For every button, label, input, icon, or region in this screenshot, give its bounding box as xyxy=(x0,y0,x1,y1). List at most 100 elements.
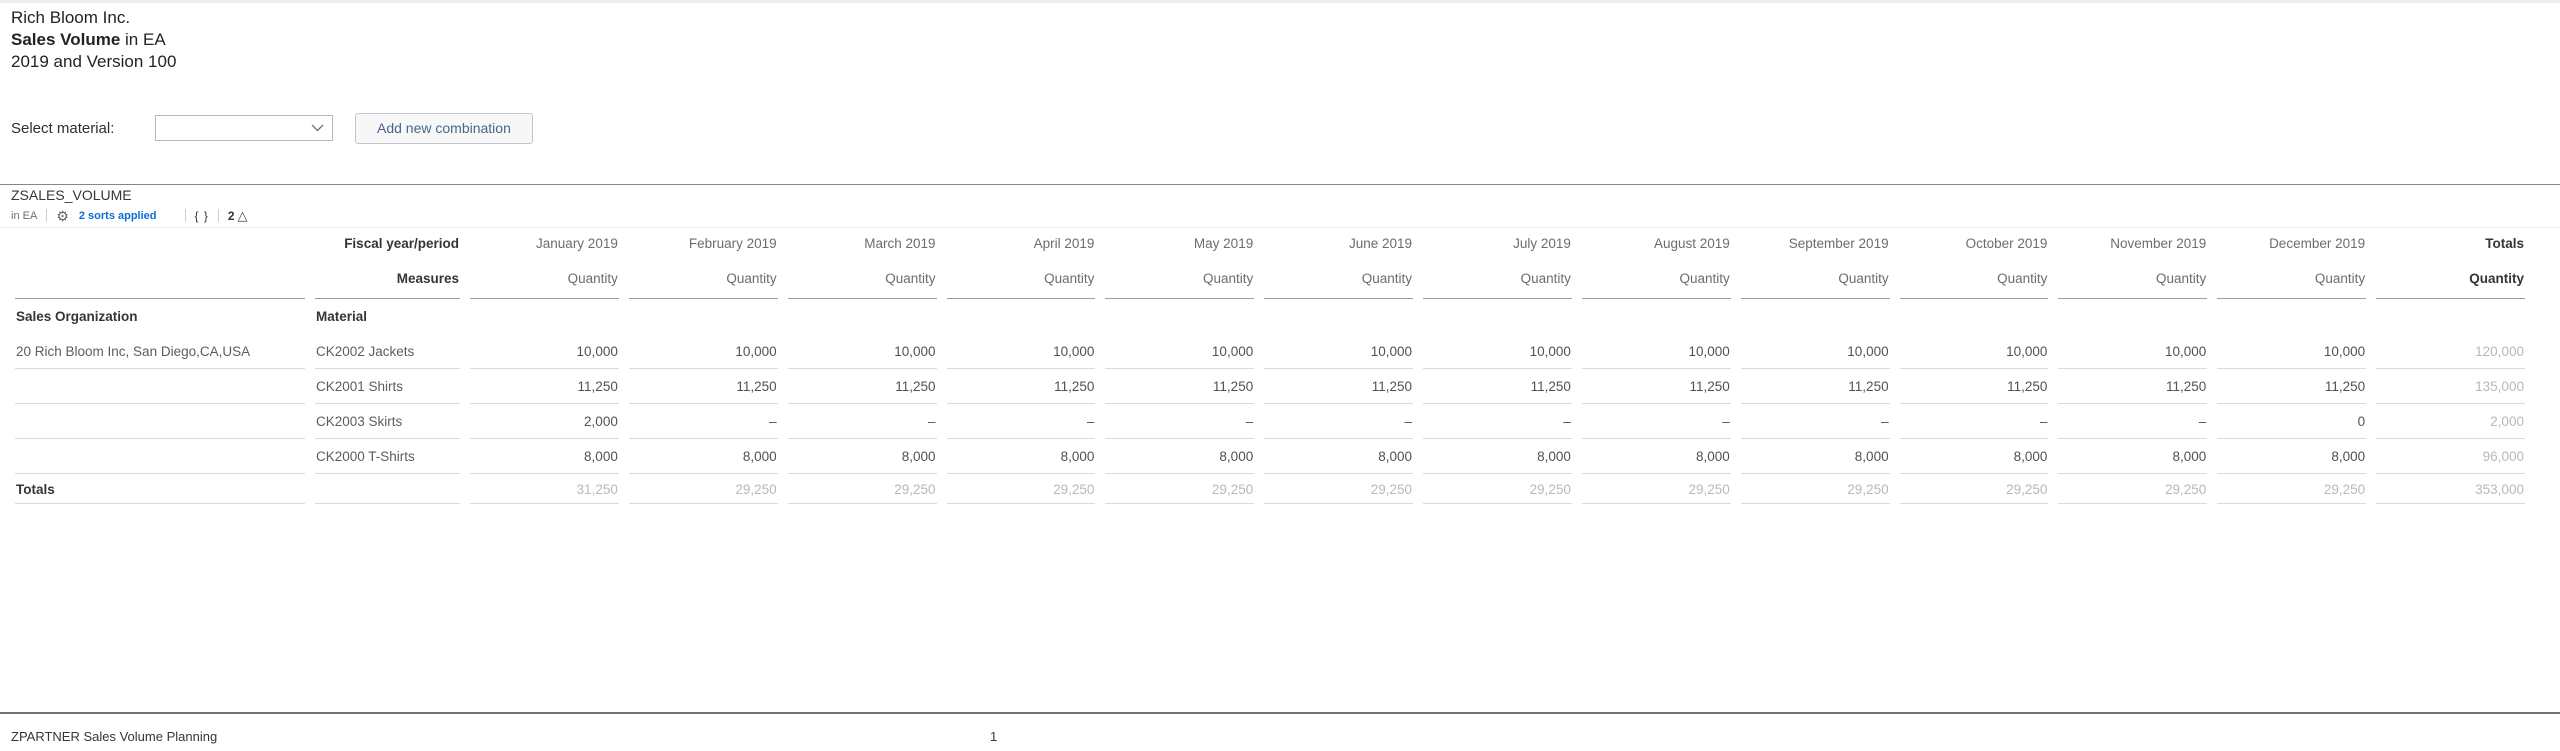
data-cell[interactable]: 10,000 xyxy=(1736,334,1895,369)
data-cell[interactable]: 0 xyxy=(2212,404,2371,439)
column-header-month[interactable]: June 2019 xyxy=(1349,235,1413,251)
totals-cell[interactable]: 29,250 xyxy=(2053,474,2212,504)
data-cell[interactable]: – xyxy=(1577,404,1736,439)
data-cell[interactable]: – xyxy=(1100,404,1259,439)
material-member-cell[interactable]: CK2000 T-Shirts xyxy=(310,439,465,474)
measure-quantity-header[interactable]: Quantity xyxy=(783,258,942,299)
data-cell[interactable]: 8,000 xyxy=(1418,439,1577,474)
column-header-month[interactable]: February 2019 xyxy=(688,235,777,251)
row-total-cell[interactable]: 96,000 xyxy=(2371,439,2530,474)
data-cell[interactable]: 10,000 xyxy=(1100,334,1259,369)
sorts-applied-link[interactable]: 2 sorts applied xyxy=(78,209,157,222)
material-member-cell[interactable]: CK2003 Skirts xyxy=(310,404,465,439)
totals-cell[interactable]: 29,250 xyxy=(783,474,942,504)
data-cell[interactable]: 11,250 xyxy=(624,369,783,404)
braces-formula-icon[interactable]: { } xyxy=(194,208,209,223)
column-header-month[interactable]: March 2019 xyxy=(864,235,936,251)
row-total-cell[interactable]: 120,000 xyxy=(2371,334,2530,369)
measure-quantity-header[interactable]: Quantity xyxy=(942,258,1101,299)
material-member-cell[interactable]: CK2002 Jackets xyxy=(310,334,465,369)
data-cell[interactable]: 8,000 xyxy=(1577,439,1736,474)
data-cell[interactable]: – xyxy=(1895,404,2054,439)
measure-quantity-header[interactable]: Quantity xyxy=(2212,258,2371,299)
data-cell[interactable]: 11,250 xyxy=(1259,369,1418,404)
data-cell[interactable]: 10,000 xyxy=(465,334,624,369)
totals-row-label[interactable]: Totals xyxy=(10,474,310,504)
totals-cell[interactable]: 31,250 xyxy=(465,474,624,504)
data-cell[interactable]: – xyxy=(2053,404,2212,439)
measure-quantity-header[interactable]: Quantity xyxy=(1100,258,1259,299)
material-dim-header[interactable]: Material xyxy=(316,309,368,324)
totals-cell[interactable]: 29,250 xyxy=(1736,474,1895,504)
data-cell[interactable]: 10,000 xyxy=(1577,334,1736,369)
row-total-cell[interactable]: 135,000 xyxy=(2371,369,2530,404)
data-cell[interactable]: 10,000 xyxy=(2212,334,2371,369)
data-cell[interactable]: 10,000 xyxy=(1418,334,1577,369)
measure-quantity-header[interactable]: Quantity xyxy=(1895,258,2054,299)
totals-cell[interactable]: 29,250 xyxy=(1418,474,1577,504)
measure-quantity-totals-header[interactable]: Quantity xyxy=(2371,258,2530,299)
data-cell[interactable]: 11,250 xyxy=(465,369,624,404)
data-cell[interactable]: 8,000 xyxy=(783,439,942,474)
data-cell[interactable]: 10,000 xyxy=(1895,334,2054,369)
sales-org-member-cell[interactable] xyxy=(10,404,310,439)
data-cell[interactable]: – xyxy=(783,404,942,439)
data-cell[interactable]: – xyxy=(1259,404,1418,439)
material-member-cell[interactable]: CK2001 Shirts xyxy=(310,369,465,404)
data-cell[interactable]: 10,000 xyxy=(942,334,1101,369)
data-cell[interactable]: 8,000 xyxy=(465,439,624,474)
data-cell[interactable]: 11,250 xyxy=(2212,369,2371,404)
column-header-month[interactable]: July 2019 xyxy=(1513,235,1571,251)
measure-quantity-header[interactable]: Quantity xyxy=(1736,258,1895,299)
data-cell[interactable]: 8,000 xyxy=(2053,439,2212,474)
data-cell[interactable]: 10,000 xyxy=(624,334,783,369)
data-cell[interactable]: 8,000 xyxy=(624,439,783,474)
data-cell[interactable]: 10,000 xyxy=(783,334,942,369)
column-header-month[interactable]: November 2019 xyxy=(2110,235,2207,251)
totals-cell[interactable]: 29,250 xyxy=(1895,474,2054,504)
sales-org-member-cell[interactable] xyxy=(10,439,310,474)
column-header-totals[interactable]: Totals xyxy=(2485,235,2524,251)
totals-cell[interactable]: 29,250 xyxy=(624,474,783,504)
add-new-combination-button[interactable]: Add new combination xyxy=(355,112,533,144)
totals-cell[interactable]: 29,250 xyxy=(1577,474,1736,504)
column-header-month[interactable]: April 2019 xyxy=(1033,235,1095,251)
data-cell[interactable]: 11,250 xyxy=(1895,369,2054,404)
sales-org-member-cell[interactable]: 20 Rich Bloom Inc, San Diego,CA,USA xyxy=(10,334,310,369)
totals-cell[interactable]: 29,250 xyxy=(942,474,1101,504)
measure-quantity-header[interactable]: Quantity xyxy=(1259,258,1418,299)
data-cell[interactable]: 8,000 xyxy=(1100,439,1259,474)
data-cell[interactable]: 11,250 xyxy=(2053,369,2212,404)
totals-cell[interactable]: 29,250 xyxy=(1259,474,1418,504)
measure-quantity-header[interactable]: Quantity xyxy=(1418,258,1577,299)
data-cell[interactable]: 8,000 xyxy=(2212,439,2371,474)
data-cell[interactable]: 8,000 xyxy=(1259,439,1418,474)
column-header-month[interactable]: September 2019 xyxy=(1788,235,1889,251)
data-cell[interactable]: 2,000 xyxy=(465,404,624,439)
data-cell[interactable]: – xyxy=(1736,404,1895,439)
totals-cell[interactable]: 29,250 xyxy=(1100,474,1259,504)
warnings-indicator[interactable]: 2 △︎ xyxy=(228,208,248,224)
column-header-month[interactable]: January 2019 xyxy=(536,235,618,251)
fiscal-year-period-header[interactable]: Fiscal year/period xyxy=(344,235,459,251)
data-cell[interactable]: 8,000 xyxy=(942,439,1101,474)
sales-org-member-cell[interactable] xyxy=(10,369,310,404)
data-cell[interactable]: 11,250 xyxy=(1418,369,1577,404)
data-cell[interactable]: – xyxy=(1418,404,1577,439)
data-cell[interactable]: 10,000 xyxy=(1259,334,1418,369)
data-cell[interactable]: 8,000 xyxy=(1736,439,1895,474)
measures-header[interactable]: Measures xyxy=(310,258,465,299)
data-cell[interactable]: – xyxy=(624,404,783,439)
measure-quantity-header[interactable]: Quantity xyxy=(624,258,783,299)
data-cell[interactable]: 11,250 xyxy=(942,369,1101,404)
data-cell[interactable]: 11,250 xyxy=(1577,369,1736,404)
data-cell[interactable]: 8,000 xyxy=(1895,439,2054,474)
data-cell[interactable]: 11,250 xyxy=(1100,369,1259,404)
material-dropdown[interactable] xyxy=(155,115,333,141)
column-header-month[interactable]: December 2019 xyxy=(2269,235,2366,251)
sales-organization-dim-header[interactable]: Sales Organization xyxy=(16,309,138,324)
data-cell[interactable]: 11,250 xyxy=(1736,369,1895,404)
column-header-month[interactable]: October 2019 xyxy=(1965,235,2048,251)
totals-cell[interactable]: 29,250 xyxy=(2212,474,2371,504)
measure-quantity-header[interactable]: Quantity xyxy=(2053,258,2212,299)
